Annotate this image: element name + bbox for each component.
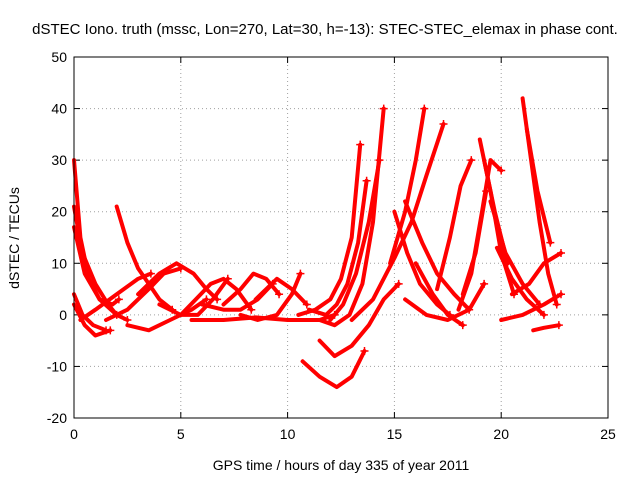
series-end-marker — [458, 321, 467, 330]
series-end-marker — [146, 269, 155, 278]
y-tick-label: 50 — [51, 49, 67, 65]
x-tick-label: 0 — [70, 426, 78, 442]
series-line-25 — [388, 106, 427, 266]
series-end-marker — [394, 279, 403, 288]
y-tick-label: -10 — [47, 358, 67, 374]
series-line-17 — [189, 312, 337, 322]
x-axis-label: GPS time / hours of day 335 of year 2011 — [213, 457, 470, 473]
series-end-marker — [497, 166, 506, 175]
series-line-22 — [300, 349, 367, 390]
y-tick-label: 0 — [59, 307, 67, 323]
series-end-marker — [356, 140, 365, 149]
y-tick-labels: -20 -10 0 10 20 30 40 50 — [47, 49, 67, 426]
series-line-27 — [403, 199, 472, 312]
y-tick-label: 10 — [51, 255, 67, 271]
series-line-35 — [488, 199, 542, 307]
series-line-39 — [531, 323, 561, 333]
series-line-32 — [460, 189, 489, 297]
series-end-marker — [539, 310, 548, 319]
series-line-3 — [72, 225, 130, 322]
series-end-marker — [554, 321, 563, 330]
series-line-8 — [125, 297, 209, 333]
x-tick-label: 25 — [600, 426, 616, 442]
series-end-marker — [176, 264, 185, 273]
series-line-11 — [157, 276, 230, 317]
series-line-20 — [317, 106, 386, 328]
series-end-marker — [123, 316, 132, 325]
series-line-14 — [221, 271, 282, 307]
y-tick-label: -20 — [47, 410, 67, 426]
series-end-marker — [360, 346, 369, 355]
series-end-marker — [275, 290, 284, 299]
series-line-38 — [524, 127, 553, 245]
x-tick-label: 5 — [177, 426, 185, 442]
series-end-marker — [375, 156, 384, 165]
series-end-marker — [302, 300, 311, 309]
series-line-30 — [435, 158, 474, 292]
series-line-7 — [114, 204, 175, 312]
y-axis-label: dSTEC / TECUs — [6, 187, 22, 289]
series-line-21 — [328, 158, 382, 322]
series-end-marker — [114, 295, 123, 304]
series-end-marker — [546, 238, 555, 247]
y-tick-label: 30 — [51, 152, 67, 168]
series-line-23 — [317, 281, 401, 359]
series-end-marker — [467, 156, 476, 165]
plot-frame — [73, 56, 609, 419]
series-end-marker — [379, 104, 388, 113]
series-end-marker — [362, 176, 371, 185]
x-tick-label: 10 — [280, 426, 296, 442]
y-tick-label: 40 — [51, 101, 67, 117]
series-end-marker — [247, 305, 256, 314]
series-end-marker — [106, 326, 115, 335]
series-group — [72, 96, 566, 390]
chart-title: dSTEC Iono. truth (mssc, Lon=270, Lat=30… — [32, 21, 618, 38]
series-line-5 — [72, 302, 113, 338]
series-line-9 — [136, 261, 220, 302]
series-end-marker — [557, 290, 566, 299]
series-end-marker — [202, 295, 211, 304]
series-line-16 — [253, 276, 309, 307]
axis-ticks — [73, 56, 609, 419]
series-line-19 — [307, 178, 369, 317]
series-end-marker — [296, 269, 305, 278]
series-end-marker — [420, 104, 429, 113]
series-line-36 — [499, 292, 563, 322]
series-line-4 — [72, 292, 108, 333]
y-tick-label: 20 — [51, 204, 67, 220]
grid-lines — [74, 57, 608, 418]
x-tick-label: 15 — [387, 426, 403, 442]
series-line-28 — [413, 261, 465, 328]
series-end-marker — [557, 248, 566, 257]
series-line-41 — [494, 245, 546, 317]
series-end-marker — [480, 279, 489, 288]
series-line-29 — [403, 281, 487, 322]
x-tick-label: 20 — [493, 426, 509, 442]
series-line-10 — [104, 266, 183, 322]
x-tick-labels: 0 5 10 15 20 25 — [70, 426, 616, 442]
series-end-marker — [552, 300, 561, 309]
series-end-marker — [439, 120, 448, 129]
